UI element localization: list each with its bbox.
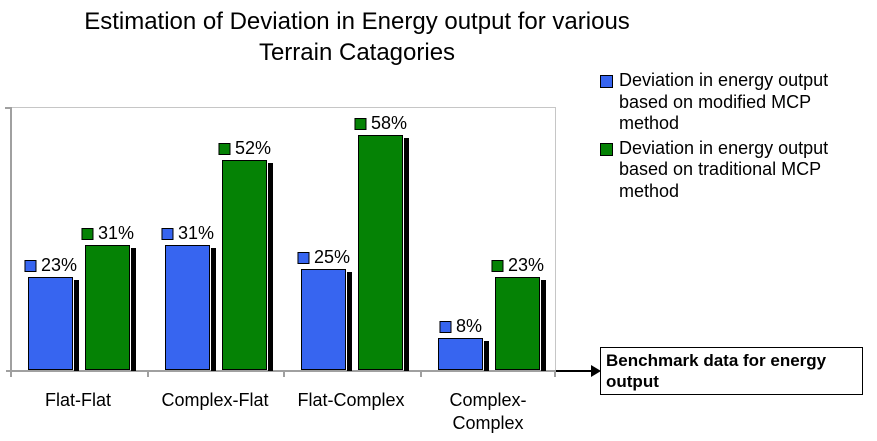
x-tick-label-flat-complex: Flat-Complex	[297, 390, 405, 410]
bar-series2-flat-complex	[358, 135, 409, 371]
bar-series2-complex-complex	[495, 277, 546, 371]
data-label-swatch	[296, 251, 309, 264]
data-label-swatch	[217, 142, 230, 155]
data-label-value: 58%	[370, 113, 408, 133]
bar-series1-flat-flat	[28, 277, 79, 371]
data-label-value: 25%	[313, 247, 351, 267]
chart-title: Estimation of Deviation in Energy output…	[0, 6, 714, 68]
bar-series1-complex-flat	[165, 245, 216, 371]
chart-title-line2: Terrain Catagories	[258, 39, 456, 66]
data-label-swatch	[160, 227, 173, 240]
x-axis-tick	[10, 372, 12, 377]
legend-label: Deviation in energy output based on modi…	[619, 70, 829, 133]
x-tick-label-complex-complex: Complex- Complex	[449, 390, 527, 433]
data-label-value: 23%	[40, 255, 78, 275]
data-label-swatch	[353, 117, 366, 130]
data-label-value: 8%	[455, 316, 483, 336]
x-axis-tick	[283, 372, 285, 377]
data-label-value: 31%	[177, 223, 215, 243]
bar-series1-flat-complex	[301, 269, 352, 371]
benchmark-arrow-head	[591, 365, 601, 377]
chart-title-line1: Estimation of Deviation in Energy output…	[84, 8, 630, 35]
data-label-value: 23%	[507, 255, 545, 275]
data-label-swatch	[438, 320, 451, 333]
legend-item-2: Deviation in energy output based on trad…	[600, 138, 828, 203]
bar-series2-complex-flat	[222, 160, 273, 371]
bar-series2-flat-flat	[85, 245, 136, 371]
data-label-swatch	[490, 259, 503, 272]
data-label: 58%	[353, 113, 408, 134]
data-label: 31%	[160, 223, 215, 244]
data-label: 52%	[217, 138, 272, 159]
data-label-value: 52%	[234, 138, 272, 158]
x-axis-tick	[420, 372, 422, 377]
legend-swatch	[600, 142, 613, 156]
legend-label: Deviation in energy output based on trad…	[619, 137, 829, 201]
bar-series1-complex-complex	[438, 338, 489, 371]
data-label: 31%	[80, 223, 135, 244]
x-axis-tick	[147, 372, 149, 377]
legend-swatch	[600, 75, 613, 88]
x-tick-label-flat-flat: Flat-Flat	[44, 390, 111, 410]
y-axis-top-tick	[5, 107, 10, 109]
benchmark-arrow-line	[556, 370, 593, 372]
data-label: 25%	[296, 247, 351, 268]
x-tick-label-complex-flat: Complex-Flat	[161, 390, 269, 410]
benchmark-annotation-text: Benchmark data for energy output	[606, 351, 827, 391]
legend-item-1: Deviation in energy output based on modi…	[600, 70, 828, 135]
x-axis-tick	[554, 372, 556, 377]
data-label: 23%	[23, 255, 78, 276]
plot-area: 23% 31% 25% 8% 31% 52% 58% 23%	[5, 107, 557, 377]
data-label: 8%	[438, 316, 483, 337]
data-label: 23%	[490, 255, 545, 276]
x-axis	[6, 370, 557, 372]
data-label-swatch	[80, 227, 93, 240]
benchmark-annotation-box: Benchmark data for energy output	[600, 347, 863, 395]
legend: Deviation in energy output based on modi…	[600, 70, 828, 205]
data-label-swatch	[23, 259, 36, 272]
data-label-value: 31%	[97, 223, 135, 243]
y-axis	[10, 107, 12, 377]
plot-border-right	[555, 107, 556, 370]
plot-border-top	[10, 107, 556, 108]
